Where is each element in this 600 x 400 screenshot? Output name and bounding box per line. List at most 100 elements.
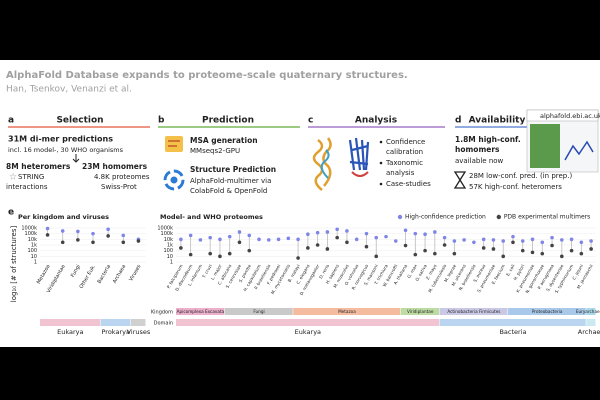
point [530, 237, 535, 242]
point [481, 237, 486, 242]
y-tick-label: 1000k [157, 226, 173, 232]
point [227, 251, 232, 256]
point [91, 231, 95, 236]
point [208, 235, 212, 240]
text: 8M heteromers [6, 162, 71, 171]
point [374, 235, 379, 240]
domain-band [100, 319, 131, 326]
point [237, 230, 242, 234]
point [335, 235, 339, 240]
y-tick-label: 10k [28, 237, 37, 243]
point [393, 239, 398, 243]
point [106, 234, 110, 238]
text: interactions [6, 183, 48, 191]
point [257, 237, 261, 242]
point [530, 250, 535, 255]
point [511, 240, 515, 245]
url: alphafold.ebi.ac.uk [540, 112, 600, 120]
point [198, 238, 203, 242]
text: 31M di-mer predictions [8, 135, 113, 144]
point [208, 251, 212, 256]
point [218, 254, 222, 259]
y-tick-label: 100k [25, 231, 38, 237]
point [325, 230, 330, 234]
point [442, 235, 447, 240]
point [550, 235, 554, 240]
point [335, 227, 339, 232]
text: ColabFold & OpenFold [190, 187, 267, 195]
domain-label: Archaea [578, 328, 600, 336]
fold-icon [170, 176, 178, 184]
point [472, 240, 476, 245]
text: 57K high-conf. heteromers [469, 183, 562, 191]
point [306, 232, 310, 237]
point [227, 234, 232, 239]
bullet-text: analysis [386, 169, 415, 177]
point [501, 239, 506, 243]
point [306, 246, 310, 250]
domain-label: Viruses [127, 328, 151, 336]
domain-label: Eukarya [57, 328, 83, 336]
domain-band [130, 319, 146, 326]
y-tick-label: 1k [31, 243, 37, 249]
panel-heading: Availability [469, 116, 526, 126]
point [374, 254, 379, 259]
kingdom-band [400, 308, 440, 315]
point [403, 228, 408, 233]
y-tick-label: 10 [167, 254, 173, 260]
msa-icon [165, 136, 183, 152]
protein-illustration [348, 137, 370, 171]
point [569, 237, 574, 242]
legend-label: PDB experimental multimers [504, 214, 590, 221]
y-tick-label: 1 [34, 260, 37, 266]
point [76, 238, 80, 242]
text: STRING [18, 173, 44, 181]
authors: Han, Tsenkov, Venanzi et al. [6, 85, 132, 95]
text: available now [455, 157, 504, 165]
text: MSA generation [190, 136, 258, 145]
kingdom-label: Metazoa [338, 309, 356, 314]
point [237, 240, 242, 245]
point [60, 229, 65, 233]
row-label: Kingdom [151, 309, 173, 315]
point [384, 234, 388, 239]
panel-letter: b [158, 116, 165, 126]
text: 23M homomers [82, 162, 148, 171]
hourglass-icon [453, 171, 467, 189]
point [550, 243, 554, 248]
point [589, 247, 593, 251]
point [179, 237, 183, 242]
point [179, 246, 183, 250]
arrow [72, 154, 80, 163]
point [76, 229, 80, 234]
point [364, 231, 369, 236]
panel-letter: e [8, 208, 14, 218]
domain-label: Bacteria [499, 328, 526, 336]
point [345, 240, 349, 245]
msa-icon [168, 145, 177, 147]
legend-marker [496, 214, 502, 220]
legend-label: High-confidence prediction [405, 214, 486, 221]
y-tick-label: 1000k [21, 226, 37, 232]
kingdom-band [293, 308, 401, 315]
text: MMseqs2-GPU [190, 147, 240, 155]
domain-band [176, 319, 440, 326]
protein-illustration [312, 137, 332, 191]
point [91, 240, 95, 245]
point [45, 226, 50, 231]
point [315, 230, 320, 235]
kingdom-label: Fungi [253, 309, 264, 314]
bullet [379, 182, 383, 186]
panel-heading: Prediction [202, 116, 254, 126]
text: 1.8M high-conf. [455, 135, 521, 144]
point [491, 247, 496, 251]
panel-letter: d [455, 116, 461, 126]
kingdom-band [586, 308, 596, 315]
star-icon: ☆ [9, 173, 17, 183]
point [121, 240, 126, 245]
url-bar [526, 109, 599, 122]
point [276, 237, 281, 242]
kingdom-band [439, 308, 508, 315]
point [442, 243, 447, 247]
